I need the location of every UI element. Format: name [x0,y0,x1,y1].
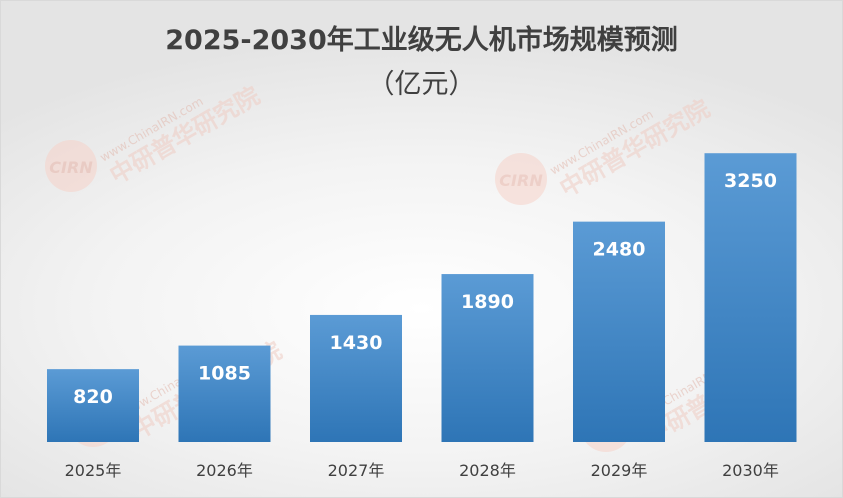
data-label: 2480 [593,239,646,261]
x-tick-label: 2030年 [722,461,779,480]
bar-2025年 [47,369,139,442]
x-tick-label: 2027年 [328,461,385,480]
data-label: 1430 [330,332,383,354]
chart-subtitle: （亿元） [367,69,476,100]
bar-2027年 [310,314,402,442]
svg-text:CIRN: CIRN [49,158,93,177]
data-label: 3250 [724,170,777,192]
data-label: 1890 [461,291,514,313]
x-tick-label: 2026年 [196,461,253,480]
data-label: 820 [73,386,113,408]
watermark-1: CIRN www.ChinaIRN.com 中研普华研究院 [45,81,264,192]
data-label: 1085 [198,363,251,385]
x-axis-tick-labels: 2025年 2026年 2027年 2028年 2029年 2030年 [65,461,779,480]
watermark-logo-icon [45,140,97,192]
watermark-2: CIRN www.ChinaIRN.com 中研普华研究院 [495,94,714,205]
x-tick-label: 2028年 [459,461,516,480]
chart-title: 2025-2030年工业级无人机市场规模预测 [165,25,678,56]
svg-text:CIRN: CIRN [499,171,543,190]
chart-title-block: 2025-2030年工业级无人机市场规模预测 （亿元） [1,19,842,107]
watermark-logo-icon [495,153,547,205]
bar-2029年 [573,221,665,442]
watermarks: CIRN www.ChinaIRN.com 中研普华研究院 CIRN www.C… [45,81,799,452]
bar-series [47,153,797,442]
x-tick-label: 2029年 [591,461,648,480]
bar-2026年 [178,345,271,442]
x-tick-label: 2025年 [65,461,122,480]
bar-2028年 [441,274,534,442]
bar-2030年 [704,153,797,442]
data-labels: 820 1085 1430 1890 2480 3250 [73,170,777,408]
